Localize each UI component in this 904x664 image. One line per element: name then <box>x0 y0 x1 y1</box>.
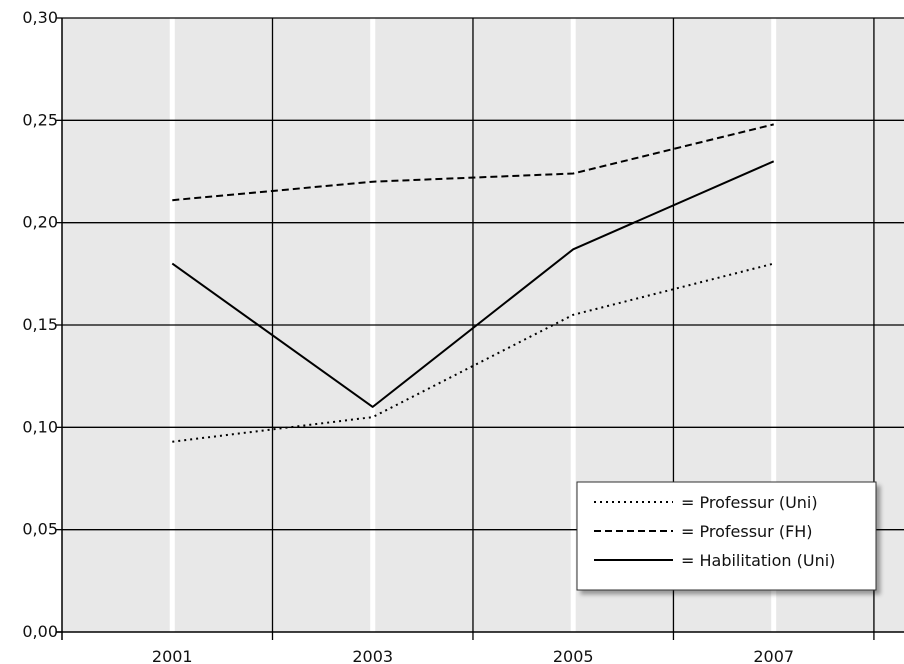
y-tick-label: 0,30 <box>22 8 58 27</box>
legend-label: = Habilitation (Uni) <box>681 551 835 570</box>
axes: 0,00 0,05 0,10 0,15 0,20 0,25 0,30 2001 2003 2005… <box>22 8 904 664</box>
x-tick-label: 2007 <box>753 647 794 664</box>
series-lines <box>171 123 775 443</box>
x-tick-label: 2003 <box>352 647 393 664</box>
legend-label: = Professur (Uni) <box>681 493 818 512</box>
legend-label: = Professur (FH) <box>681 522 813 541</box>
y-tick-label: 0,10 <box>22 417 58 436</box>
series-line-dashed <box>172 123 774 202</box>
x-tick-label: 2001 <box>152 647 193 664</box>
major-gridlines <box>62 17 904 640</box>
series-line-solid <box>171 160 775 408</box>
legend: = Professur (Uni) = Professur (FH) = Habil… <box>576 481 877 591</box>
legend-box <box>576 481 877 591</box>
y-tick-label: 0,05 <box>22 520 58 539</box>
y-tick-label: 0,20 <box>22 213 58 232</box>
x-tick-label: 2005 <box>553 647 594 664</box>
y-tick-label: 0,15 <box>22 315 58 334</box>
y-tick-label: 0,25 <box>22 110 58 129</box>
y-tick-label: 0,00 <box>22 622 58 641</box>
